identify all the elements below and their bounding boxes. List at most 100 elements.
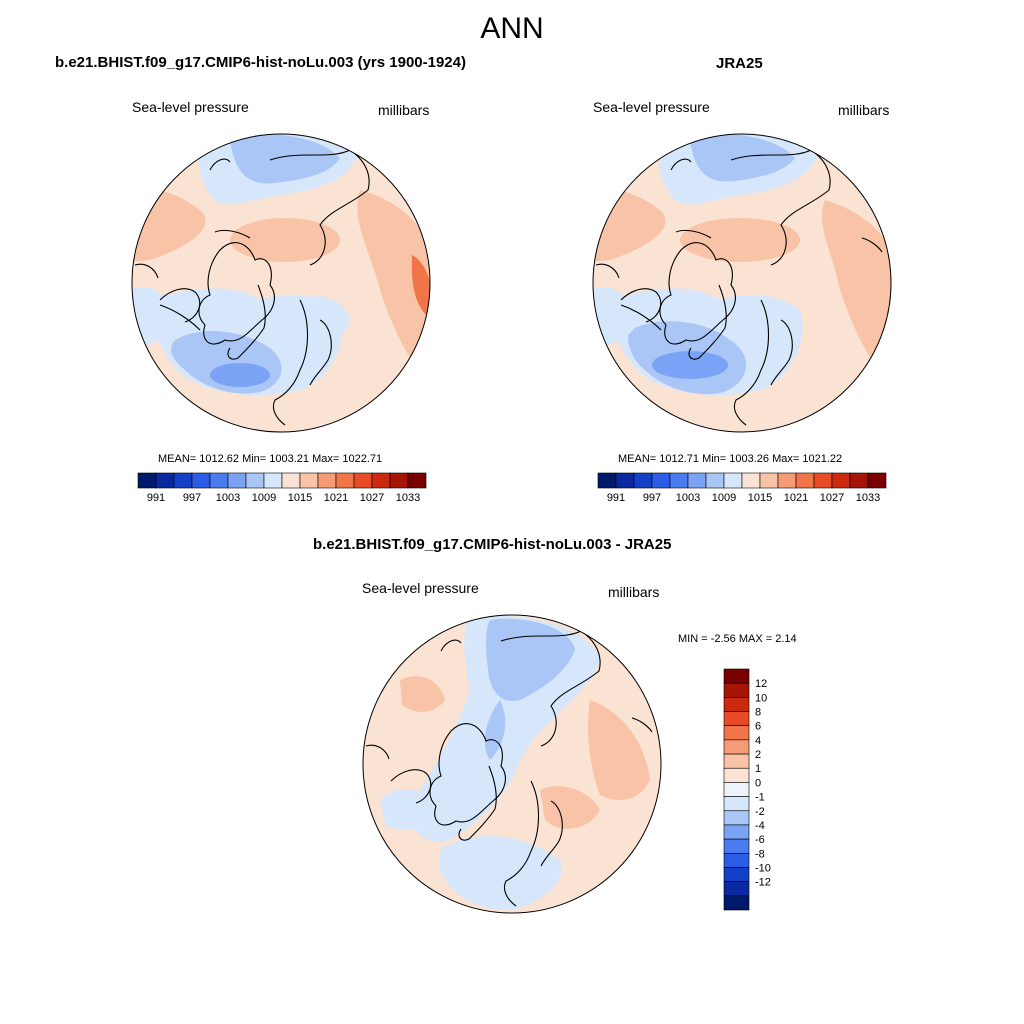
colorbar-swatch bbox=[723, 697, 750, 712]
panel-diff-units-label: millibars bbox=[608, 584, 660, 600]
colorbar-tick-label: -8 bbox=[755, 848, 765, 860]
panel-model-title: b.e21.BHIST.f09_g17.CMIP6-hist-noLu.003 … bbox=[55, 54, 466, 71]
colorbar-swatch bbox=[353, 472, 373, 489]
panel-diff-stats: MIN = -2.56 MAX = 2.14 bbox=[678, 633, 797, 645]
colorbar-tick-label: 0 bbox=[755, 777, 761, 789]
colorbar-swatch bbox=[705, 472, 725, 489]
colorbar-swatch bbox=[173, 472, 193, 489]
colorbar-swatch bbox=[723, 796, 750, 812]
colorbar-tick-label: 1021 bbox=[784, 492, 808, 504]
colorbar-swatch bbox=[227, 472, 247, 489]
colorbar-swatch bbox=[813, 472, 833, 489]
colorbar-swatch bbox=[209, 472, 229, 489]
colorbar-tick-label: -2 bbox=[755, 806, 765, 818]
colorbar-tick-label: -12 bbox=[755, 877, 771, 889]
colorbar-tick-label: 997 bbox=[183, 492, 201, 504]
colorbar-swatch bbox=[723, 682, 750, 698]
colorbar-tick-label: 991 bbox=[607, 492, 625, 504]
colorbar-swatch bbox=[723, 867, 750, 882]
colorbar-swatch bbox=[723, 711, 750, 727]
panel-model-stats: MEAN= 1012.62 Min= 1003.21 Max= 1022.71 bbox=[158, 453, 383, 465]
colorbar-tick-label: 1003 bbox=[676, 492, 700, 504]
colorbar-swatch bbox=[723, 852, 750, 868]
map-panel-model bbox=[131, 133, 431, 433]
colorbar-swatch bbox=[263, 472, 283, 489]
colorbar-swatch bbox=[723, 767, 750, 783]
colorbar-swatch bbox=[723, 895, 750, 911]
colorbar-swatch bbox=[633, 472, 653, 489]
colorbar-swatch bbox=[191, 472, 211, 489]
colorbar-swatch bbox=[831, 472, 851, 489]
colorbar-swatch bbox=[723, 838, 750, 854]
panel-obs-stats: MEAN= 1012.71 Min= 1003.26 Max= 1021.22 bbox=[618, 453, 843, 465]
colorbar-tick-label: 1033 bbox=[856, 492, 880, 504]
colorbar-swatch bbox=[723, 668, 750, 684]
colorbar-swatch bbox=[795, 472, 815, 489]
colorbar-tick-label: 991 bbox=[147, 492, 165, 504]
colorbar-tick-label: 1033 bbox=[396, 492, 420, 504]
colorbar-swatch bbox=[137, 472, 157, 489]
colorbar-obs: 991 997 1003 1009 1015 1021 1027 1033 bbox=[597, 472, 887, 504]
colorbar-tick-label: 1027 bbox=[360, 492, 384, 504]
colorbar-swatch bbox=[849, 472, 869, 489]
colorbar-tick-label: -4 bbox=[755, 820, 765, 832]
panel-obs-units-label: millibars bbox=[838, 102, 890, 118]
colorbar-swatch bbox=[155, 472, 175, 489]
colorbar-swatch bbox=[777, 472, 797, 489]
colorbar-swatch bbox=[867, 472, 887, 489]
colorbar-swatch bbox=[669, 472, 689, 489]
colorbar-tick-label: 1 bbox=[755, 763, 761, 775]
panel-diff-title: b.e21.BHIST.f09_g17.CMIP6-hist-noLu.003 … bbox=[313, 536, 672, 553]
colorbar-tick-label: -1 bbox=[755, 792, 765, 804]
colorbar-swatch bbox=[407, 472, 427, 489]
colorbar-tick-label: 4 bbox=[755, 735, 761, 747]
colorbar-tick-label: 1027 bbox=[820, 492, 844, 504]
colorbar-swatch bbox=[723, 739, 750, 755]
colorbar-tick-label: 2 bbox=[755, 749, 761, 761]
colorbar-tick-label: -6 bbox=[755, 834, 765, 846]
colorbar-swatch bbox=[687, 472, 707, 489]
colorbar-swatch bbox=[741, 472, 761, 489]
colorbar-swatch bbox=[597, 472, 617, 489]
main-title: ANN bbox=[480, 12, 544, 45]
colorbar-swatch bbox=[615, 472, 635, 489]
colorbar-model: 991 997 1003 1009 1015 1021 1027 1033 bbox=[137, 472, 427, 504]
colorbar-swatch bbox=[723, 810, 750, 826]
colorbar-tick-label: 1003 bbox=[216, 492, 240, 504]
panel-obs-title: JRA25 bbox=[716, 55, 763, 72]
colorbar-tick-label: 10 bbox=[755, 692, 767, 704]
colorbar-tick-label: 1015 bbox=[288, 492, 312, 504]
colorbar-swatch bbox=[759, 472, 779, 489]
panel-model-units-label: millibars bbox=[378, 102, 430, 118]
panel-model-variable-label: Sea-level pressure bbox=[132, 99, 249, 115]
colorbar-swatch bbox=[317, 472, 337, 489]
colorbar-swatch bbox=[281, 472, 301, 489]
colorbar-swatch bbox=[723, 782, 750, 797]
colorbar-tick-label: 6 bbox=[755, 721, 761, 733]
map-panel-obs bbox=[592, 133, 892, 433]
colorbar-tick-label: 1009 bbox=[252, 492, 276, 504]
colorbar-swatch bbox=[723, 725, 750, 741]
panel-diff-variable-label: Sea-level pressure bbox=[362, 580, 479, 596]
colorbar-swatch bbox=[651, 472, 671, 489]
colorbar-tick-label: 8 bbox=[755, 707, 761, 719]
colorbar-swatch bbox=[245, 472, 265, 489]
colorbar-swatch bbox=[723, 472, 743, 489]
colorbar-swatch bbox=[299, 472, 319, 489]
colorbar-tick-label: 1009 bbox=[712, 492, 736, 504]
panel-obs-variable-label: Sea-level pressure bbox=[593, 99, 710, 115]
map-panel-diff bbox=[362, 614, 662, 914]
colorbar-tick-label: 12 bbox=[755, 678, 767, 690]
colorbar-swatch bbox=[371, 472, 391, 489]
colorbar-swatch bbox=[723, 753, 750, 769]
colorbar-swatch bbox=[723, 881, 750, 897]
colorbar-tick-label: 997 bbox=[643, 492, 661, 504]
colorbar-tick-label: 1021 bbox=[324, 492, 348, 504]
colorbar-tick-label: 1015 bbox=[748, 492, 772, 504]
colorbar-swatch bbox=[335, 472, 355, 489]
colorbar-tick-label: -10 bbox=[755, 862, 771, 874]
colorbar-swatch bbox=[389, 472, 409, 489]
colorbar-swatch bbox=[723, 824, 750, 840]
